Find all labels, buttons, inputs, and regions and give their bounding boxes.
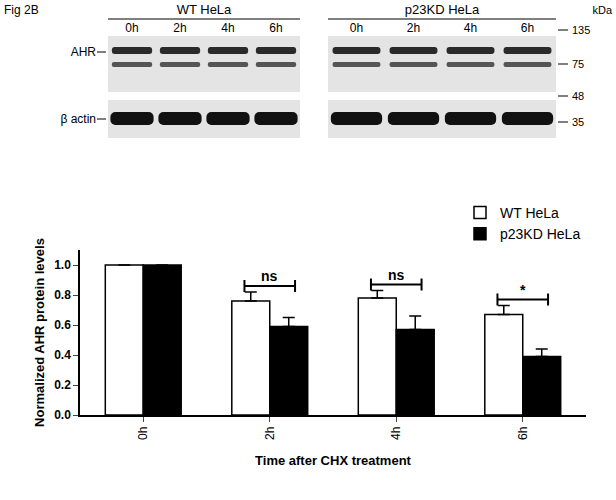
- svg-text:β actin: β actin: [60, 112, 96, 126]
- svg-text:135: 135: [572, 24, 590, 36]
- svg-text:6h: 6h: [521, 21, 534, 35]
- svg-text:Fig 2B: Fig 2B: [4, 3, 39, 17]
- svg-text:6h: 6h: [269, 21, 282, 35]
- svg-text:75: 75: [572, 58, 584, 70]
- svg-text:p23KD HeLa: p23KD HeLa: [500, 226, 580, 242]
- svg-text:1.0: 1.0: [54, 258, 71, 272]
- svg-text:ns: ns: [388, 267, 405, 283]
- svg-text:Time after CHX treatment: Time after CHX treatment: [255, 453, 411, 468]
- svg-text:2h: 2h: [407, 21, 420, 35]
- svg-text:WT HeLa: WT HeLa: [177, 2, 232, 17]
- svg-text:0.0: 0.0: [54, 408, 71, 422]
- svg-text:Normalized AHR protein levels: Normalized AHR protein levels: [32, 238, 47, 427]
- svg-text:4h: 4h: [464, 21, 477, 35]
- svg-text:35: 35: [572, 116, 584, 128]
- svg-text:AHR: AHR: [71, 45, 97, 59]
- svg-text:WT HeLa: WT HeLa: [500, 205, 559, 221]
- svg-text:0.4: 0.4: [54, 348, 71, 362]
- svg-text:48: 48: [572, 90, 584, 102]
- svg-text:0h: 0h: [125, 21, 138, 35]
- svg-text:6h: 6h: [516, 427, 530, 440]
- svg-text:0.8: 0.8: [54, 288, 71, 302]
- svg-text:4h: 4h: [221, 21, 234, 35]
- svg-text:0h: 0h: [136, 427, 150, 440]
- svg-text:4h: 4h: [389, 427, 403, 440]
- svg-text:ns: ns: [261, 268, 278, 284]
- svg-text:2h: 2h: [173, 21, 186, 35]
- svg-text:0.6: 0.6: [54, 318, 71, 332]
- svg-text:0h: 0h: [350, 21, 363, 35]
- svg-text:kDa: kDa: [592, 4, 612, 16]
- svg-text:0.2: 0.2: [54, 378, 71, 392]
- svg-text:p23KD HeLa: p23KD HeLa: [405, 2, 480, 17]
- svg-text:2h: 2h: [263, 427, 277, 440]
- svg-text:*: *: [520, 282, 526, 298]
